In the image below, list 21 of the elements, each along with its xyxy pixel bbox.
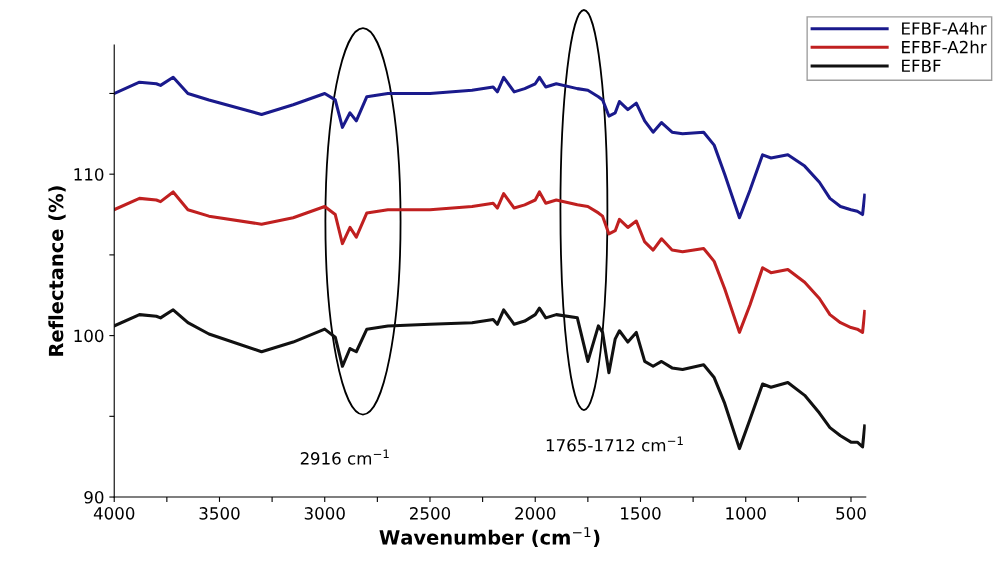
- x-tick-label: 1000: [726, 507, 766, 520]
- x-tick-label: 2500: [410, 507, 451, 520]
- legend-label: EFBF: [902, 59, 941, 72]
- y-axis-title: Reflectance (%): [48, 186, 66, 356]
- line-series: [114, 306, 866, 451]
- x-axis-title: Wavenumber (cm$^{−1}$): [379, 527, 600, 548]
- y-tick-label: 90: [84, 491, 104, 504]
- x-tick-label: 4000: [93, 507, 135, 520]
- x-tick-label: 3500: [199, 507, 240, 520]
- line-series: [114, 190, 866, 334]
- annotation: 1765-1712 cm$^{−1}$: [546, 436, 683, 452]
- y-tick-label: 110: [74, 168, 104, 181]
- annotation: 2916 cm$^{−1}$: [300, 449, 389, 465]
- x-tick-label: 1500: [621, 507, 661, 520]
- legend-label: EFBF-A4hr: [902, 21, 987, 35]
- line-series: [114, 75, 866, 220]
- legend-label: EFBF-A2hr: [902, 40, 987, 54]
- y-tick-label: 100: [74, 329, 104, 343]
- x-tick-label: 3000: [304, 507, 345, 520]
- x-tick-label: 2000: [515, 507, 556, 520]
- x-tick-label: 500: [836, 507, 866, 520]
